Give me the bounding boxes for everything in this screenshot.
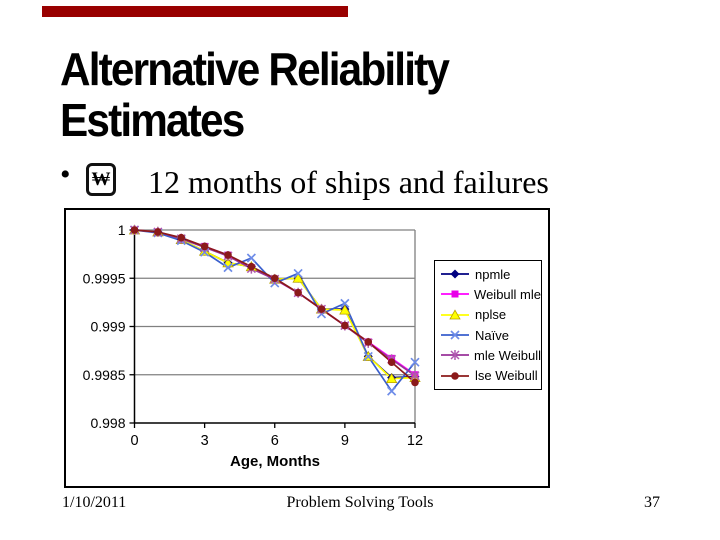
legend-label: Naïve: [475, 327, 509, 343]
svg-text:3: 3: [201, 433, 209, 449]
chart-legend: npmle Weibull mle nplse Naïve mle Weibul…: [434, 260, 542, 390]
svg-text:9: 9: [341, 433, 349, 449]
footer-page-number: 37: [644, 494, 660, 511]
legend-label: npmle: [475, 266, 511, 282]
bullet-dot: •: [60, 158, 71, 191]
legend-item: npmle: [440, 264, 541, 284]
legend-swatch: [441, 330, 469, 340]
stamp-icon: ₩: [86, 163, 116, 196]
svg-text:1: 1: [118, 222, 126, 238]
footer-date: 1/10/2011: [62, 494, 127, 511]
svg-text:12: 12: [407, 433, 423, 449]
reliability-chart: 1 0.9995 0.999 0.9985 0.998 0 3 6 9 12 Age, Month…: [64, 208, 550, 488]
footer-center-text: Problem Solving Tools: [286, 494, 434, 511]
legend-swatch: [441, 290, 469, 298]
legend-label: nplse: [475, 307, 507, 323]
svg-text:0.999: 0.999: [90, 319, 125, 335]
legend-item: mle Weibull: [440, 345, 541, 365]
legend-label: mle Weibull: [474, 347, 541, 363]
chart-canvas: 1 0.9995 0.999 0.9985 0.998 0 3 6 9 12: [83, 222, 423, 449]
svg-text:0.9995: 0.9995: [83, 270, 126, 286]
legend-swatch: [441, 309, 469, 320]
legend-label: lse Weibull: [475, 368, 538, 384]
legend-item: Weibull mle: [440, 284, 541, 304]
top-accent-bar: [42, 6, 348, 17]
svg-text:0.998: 0.998: [90, 415, 125, 431]
legend-swatch: [441, 371, 469, 380]
page-title-line-2: Estimates: [60, 94, 245, 146]
legend-swatch: [441, 269, 469, 279]
footer: 1/10/2011 Problem Solving Tools 37: [0, 494, 720, 518]
legend-item: lse Weibull: [440, 366, 541, 386]
svg-text:6: 6: [271, 433, 279, 449]
page-title-line-1: Alternative Reliability: [60, 43, 450, 95]
page-title: Alternative Reliability Estimates: [60, 44, 649, 146]
bullet-text: 12 months of ships and failures: [148, 164, 549, 200]
x-axis-title: Age, Months: [230, 453, 320, 470]
legend-item: nplse: [440, 305, 541, 325]
svg-text:0.9985: 0.9985: [83, 367, 126, 383]
legend-swatch: [441, 350, 469, 361]
svg-text:0: 0: [130, 433, 138, 449]
legend-label: Weibull mle: [474, 286, 541, 302]
legend-item: Naïve: [440, 325, 541, 345]
